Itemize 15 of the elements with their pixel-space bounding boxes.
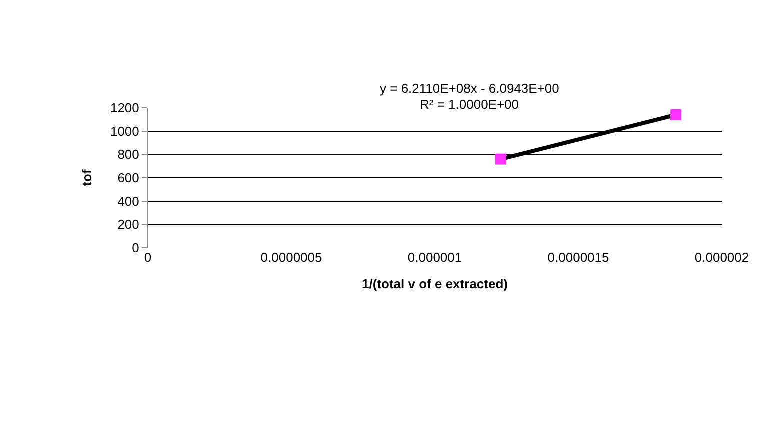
y-tick-label: 400 — [118, 194, 140, 209]
x-axis-title: 1/(total v of e extracted) — [362, 276, 508, 292]
y-axis-title: tof — [79, 169, 94, 186]
y-tick-label: 600 — [118, 170, 140, 186]
y-tick-label: 1200 — [110, 100, 140, 116]
x-tick-label: 0.000001 — [408, 250, 462, 265]
x-tick-label: 0.000002 — [694, 250, 750, 265]
y-tick-label: 1000 — [110, 124, 140, 139]
annotation: R² = 1.0000E+00 — [420, 97, 520, 112]
text: y = 6.2110E+08x - 6.0943E+00 — [380, 81, 560, 96]
x-tick-label: 0 — [144, 250, 152, 265]
x-tick-label: 0.0000015 — [548, 250, 610, 265]
y-tick-label: 200 — [118, 217, 140, 232]
x-tick-label: 0.0000005 — [260, 250, 322, 265]
y-tick-label: 800 — [118, 147, 140, 162]
